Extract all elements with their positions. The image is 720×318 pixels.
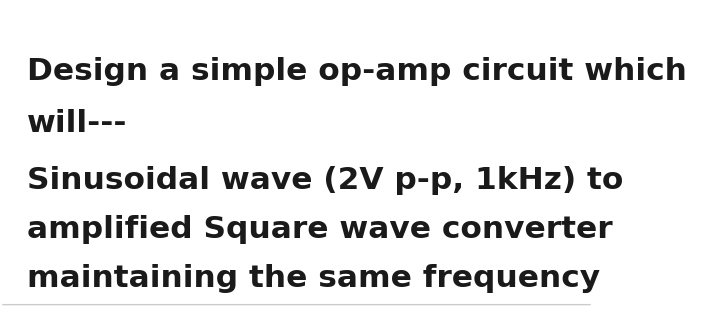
Text: amplified Square wave converter: amplified Square wave converter bbox=[27, 215, 612, 244]
Text: Sinusoidal wave (2V p-p, 1kHz) to: Sinusoidal wave (2V p-p, 1kHz) to bbox=[27, 166, 623, 195]
Text: Design a simple op-amp circuit which: Design a simple op-amp circuit which bbox=[27, 57, 687, 86]
Text: will---: will--- bbox=[27, 109, 127, 138]
Text: maintaining the same frequency: maintaining the same frequency bbox=[27, 264, 600, 293]
